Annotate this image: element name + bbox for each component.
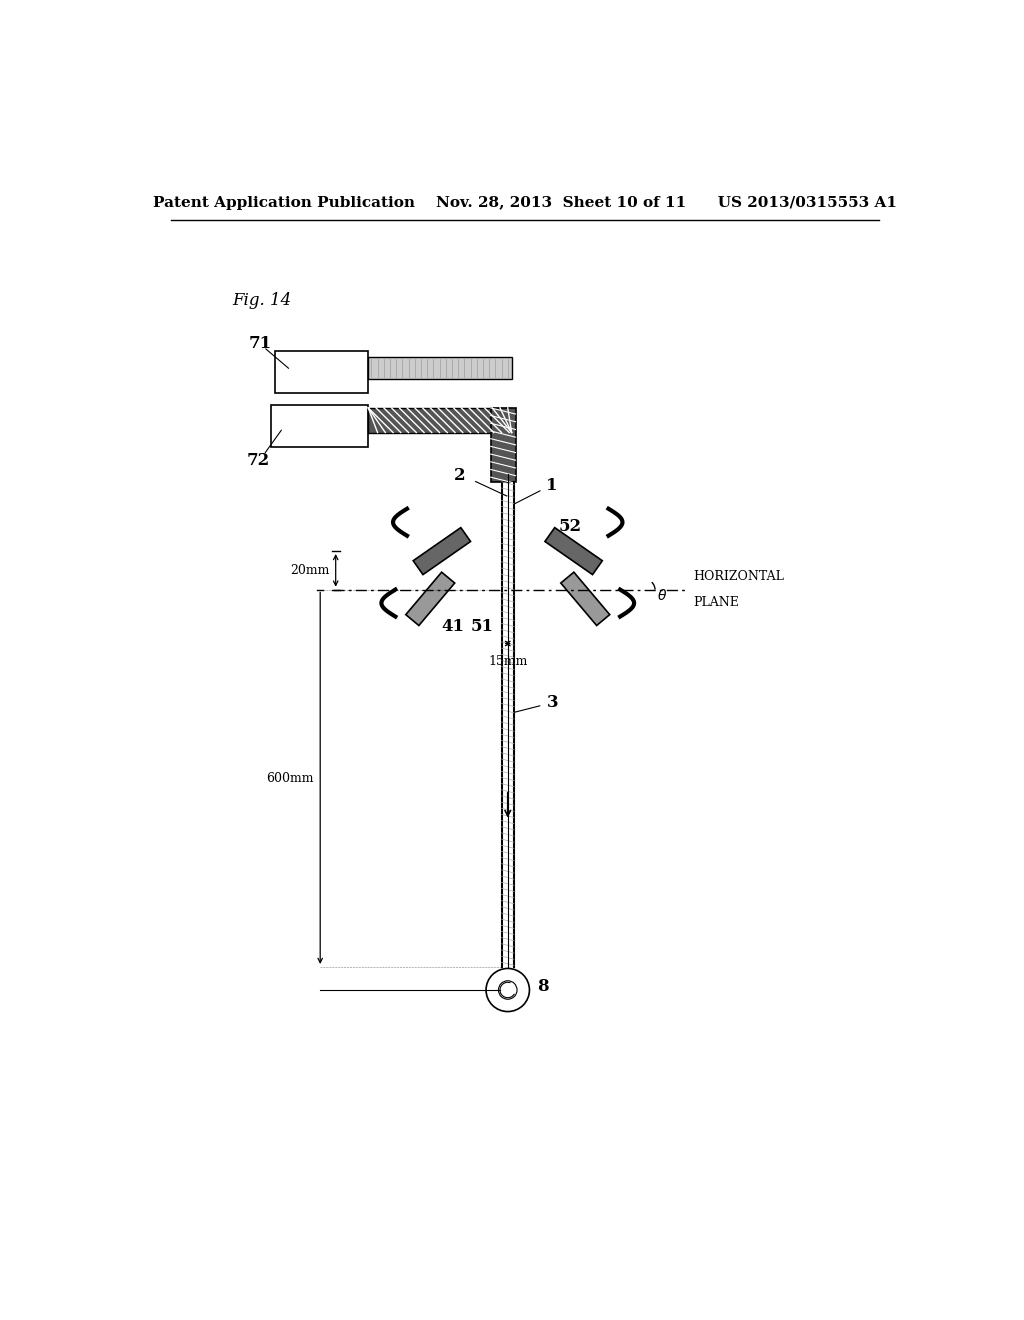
Text: 52: 52 [558,517,582,535]
Bar [490,408,515,482]
Circle shape [486,969,529,1011]
Text: $\theta$: $\theta$ [657,589,668,603]
Polygon shape [406,572,455,626]
Text: 41: 41 [442,618,465,635]
Text: 8: 8 [538,978,549,995]
Bar [369,358,512,379]
Text: Fig. 14: Fig. 14 [232,292,292,309]
Text: 600mm: 600mm [266,772,314,785]
Text: HORIZONTAL: HORIZONTAL [693,570,784,583]
Text: 1: 1 [547,477,558,494]
Text: 20mm: 20mm [290,564,330,577]
Bar [271,405,369,447]
Text: 2: 2 [454,467,465,484]
Polygon shape [545,528,602,574]
Bar [275,351,369,393]
Text: PLANE: PLANE [693,595,739,609]
Text: 71: 71 [248,335,271,351]
Polygon shape [413,528,471,574]
Text: 72: 72 [247,451,270,469]
Text: Patent Application Publication    Nov. 28, 2013  Sheet 10 of 11      US 2013/031: Patent Application Publication Nov. 28, … [153,197,897,210]
Text: 51: 51 [471,618,494,635]
Text: 15mm: 15mm [488,655,527,668]
Bar [369,408,512,433]
Text: 3: 3 [547,693,558,710]
Polygon shape [561,572,609,626]
Circle shape [499,981,517,999]
